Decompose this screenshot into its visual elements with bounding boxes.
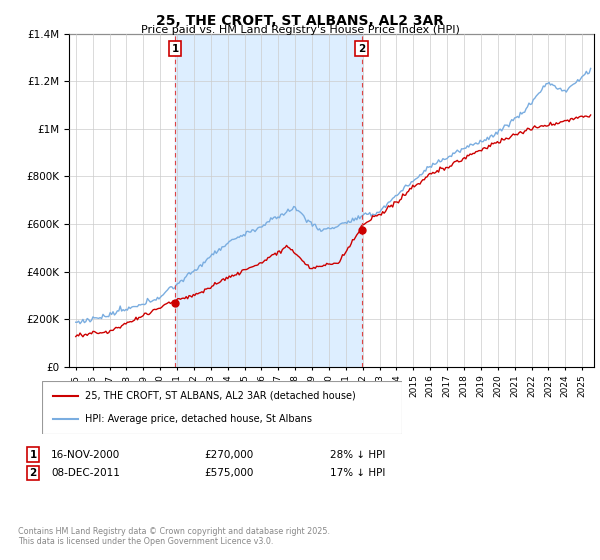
Text: 08-DEC-2011: 08-DEC-2011 (51, 468, 120, 478)
Text: 25, THE CROFT, ST ALBANS, AL2 3AR: 25, THE CROFT, ST ALBANS, AL2 3AR (156, 14, 444, 28)
Text: 2: 2 (29, 468, 37, 478)
Text: 17% ↓ HPI: 17% ↓ HPI (330, 468, 385, 478)
Text: 1: 1 (172, 44, 179, 54)
Text: 16-NOV-2000: 16-NOV-2000 (51, 450, 120, 460)
Bar (175, 34, 362, 367)
Text: 1: 1 (29, 450, 37, 460)
Text: 25, THE CROFT, ST ALBANS, AL2 3AR (detached house): 25, THE CROFT, ST ALBANS, AL2 3AR (detac… (85, 391, 356, 401)
Text: Contains HM Land Registry data © Crown copyright and database right 2025.
This d: Contains HM Land Registry data © Crown c… (18, 526, 330, 546)
Text: £575,000: £575,000 (204, 468, 253, 478)
Text: Price paid vs. HM Land Registry's House Price Index (HPI): Price paid vs. HM Land Registry's House … (140, 25, 460, 35)
Text: £270,000: £270,000 (204, 450, 253, 460)
Text: 2: 2 (358, 44, 365, 54)
Text: HPI: Average price, detached house, St Albans: HPI: Average price, detached house, St A… (85, 414, 312, 424)
Text: 28% ↓ HPI: 28% ↓ HPI (330, 450, 385, 460)
